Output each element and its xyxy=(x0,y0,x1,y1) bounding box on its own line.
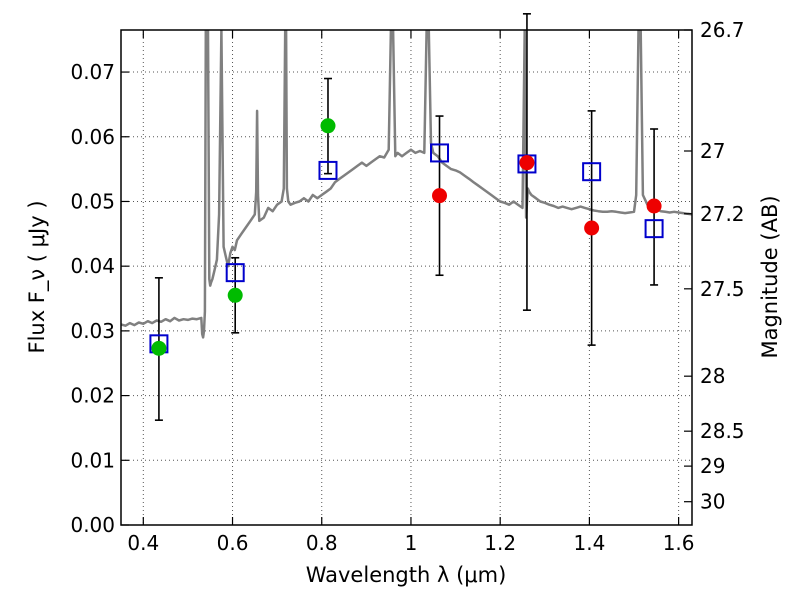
right-tick-label-2: 27.2 xyxy=(700,202,745,226)
square-marker-1 xyxy=(225,263,245,283)
right-tick-label-5: 28.5 xyxy=(700,419,745,443)
y-tick-label-7: 0.07 xyxy=(70,60,115,84)
y-tick-label-3: 0.03 xyxy=(70,319,115,343)
circle-marker-2-1 xyxy=(519,155,535,171)
circle-marker-1-0 xyxy=(151,340,167,356)
plot-frame xyxy=(120,29,693,526)
model-spectrum-line xyxy=(121,30,692,339)
circle-marker-2-2 xyxy=(584,220,600,236)
x-tick-label-4: 1.2 xyxy=(484,531,516,555)
y-axis-title: Flux F_ν ( μJy ) xyxy=(25,200,50,353)
circle-marker-2-0 xyxy=(432,188,448,204)
y-tick-label-1: 0.01 xyxy=(70,448,115,472)
circle-marker-1-1 xyxy=(227,287,243,303)
y-tick-label-0: 0.00 xyxy=(70,513,115,537)
x-tick-label-3: 1 xyxy=(405,531,418,555)
right-tick-label-3: 27.5 xyxy=(700,277,745,301)
square-marker-3 xyxy=(430,143,450,163)
right-tick-label-7: 30 xyxy=(700,490,725,514)
model-spectrum xyxy=(121,30,692,339)
circle-marker-2-3 xyxy=(646,198,662,214)
x-tick-label-2: 0.8 xyxy=(306,531,338,555)
square-marker-5 xyxy=(582,162,602,182)
y-tick-label-4: 0.04 xyxy=(70,254,115,278)
circle-marker-1-2 xyxy=(320,118,336,134)
square-marker-6 xyxy=(644,219,664,239)
right-tick-label-6: 29 xyxy=(700,454,725,478)
x-tick-label-1: 0.6 xyxy=(217,531,249,555)
y-tick-label-5: 0.05 xyxy=(70,189,115,213)
error-bars xyxy=(154,13,659,421)
y-tick-label-2: 0.02 xyxy=(70,384,115,408)
grid-lines xyxy=(121,30,692,526)
tick-labels: 0.4 0.6 0.8 1 1.2 1.4 1.6 0.00 0.01 0.02 0.03 0.04 0… xyxy=(70,18,744,555)
axes xyxy=(120,29,693,526)
x-tick-label-5: 1.4 xyxy=(573,531,605,555)
data-points xyxy=(149,118,664,356)
y-tick-label-6: 0.06 xyxy=(70,125,115,149)
x-tick-label-6: 1.6 xyxy=(663,531,695,555)
x-tick-label-0: 0.4 xyxy=(127,531,159,555)
right-tick-label-1: 27 xyxy=(700,139,725,163)
right-tick-label-4: 28 xyxy=(700,364,725,388)
right-axis-title: Magnitude (AB) xyxy=(758,195,782,358)
x-axis-title: Wavelength λ (μm) xyxy=(306,563,507,587)
right-tick-label-0: 26.7 xyxy=(700,18,745,42)
square-marker-2 xyxy=(318,160,338,180)
